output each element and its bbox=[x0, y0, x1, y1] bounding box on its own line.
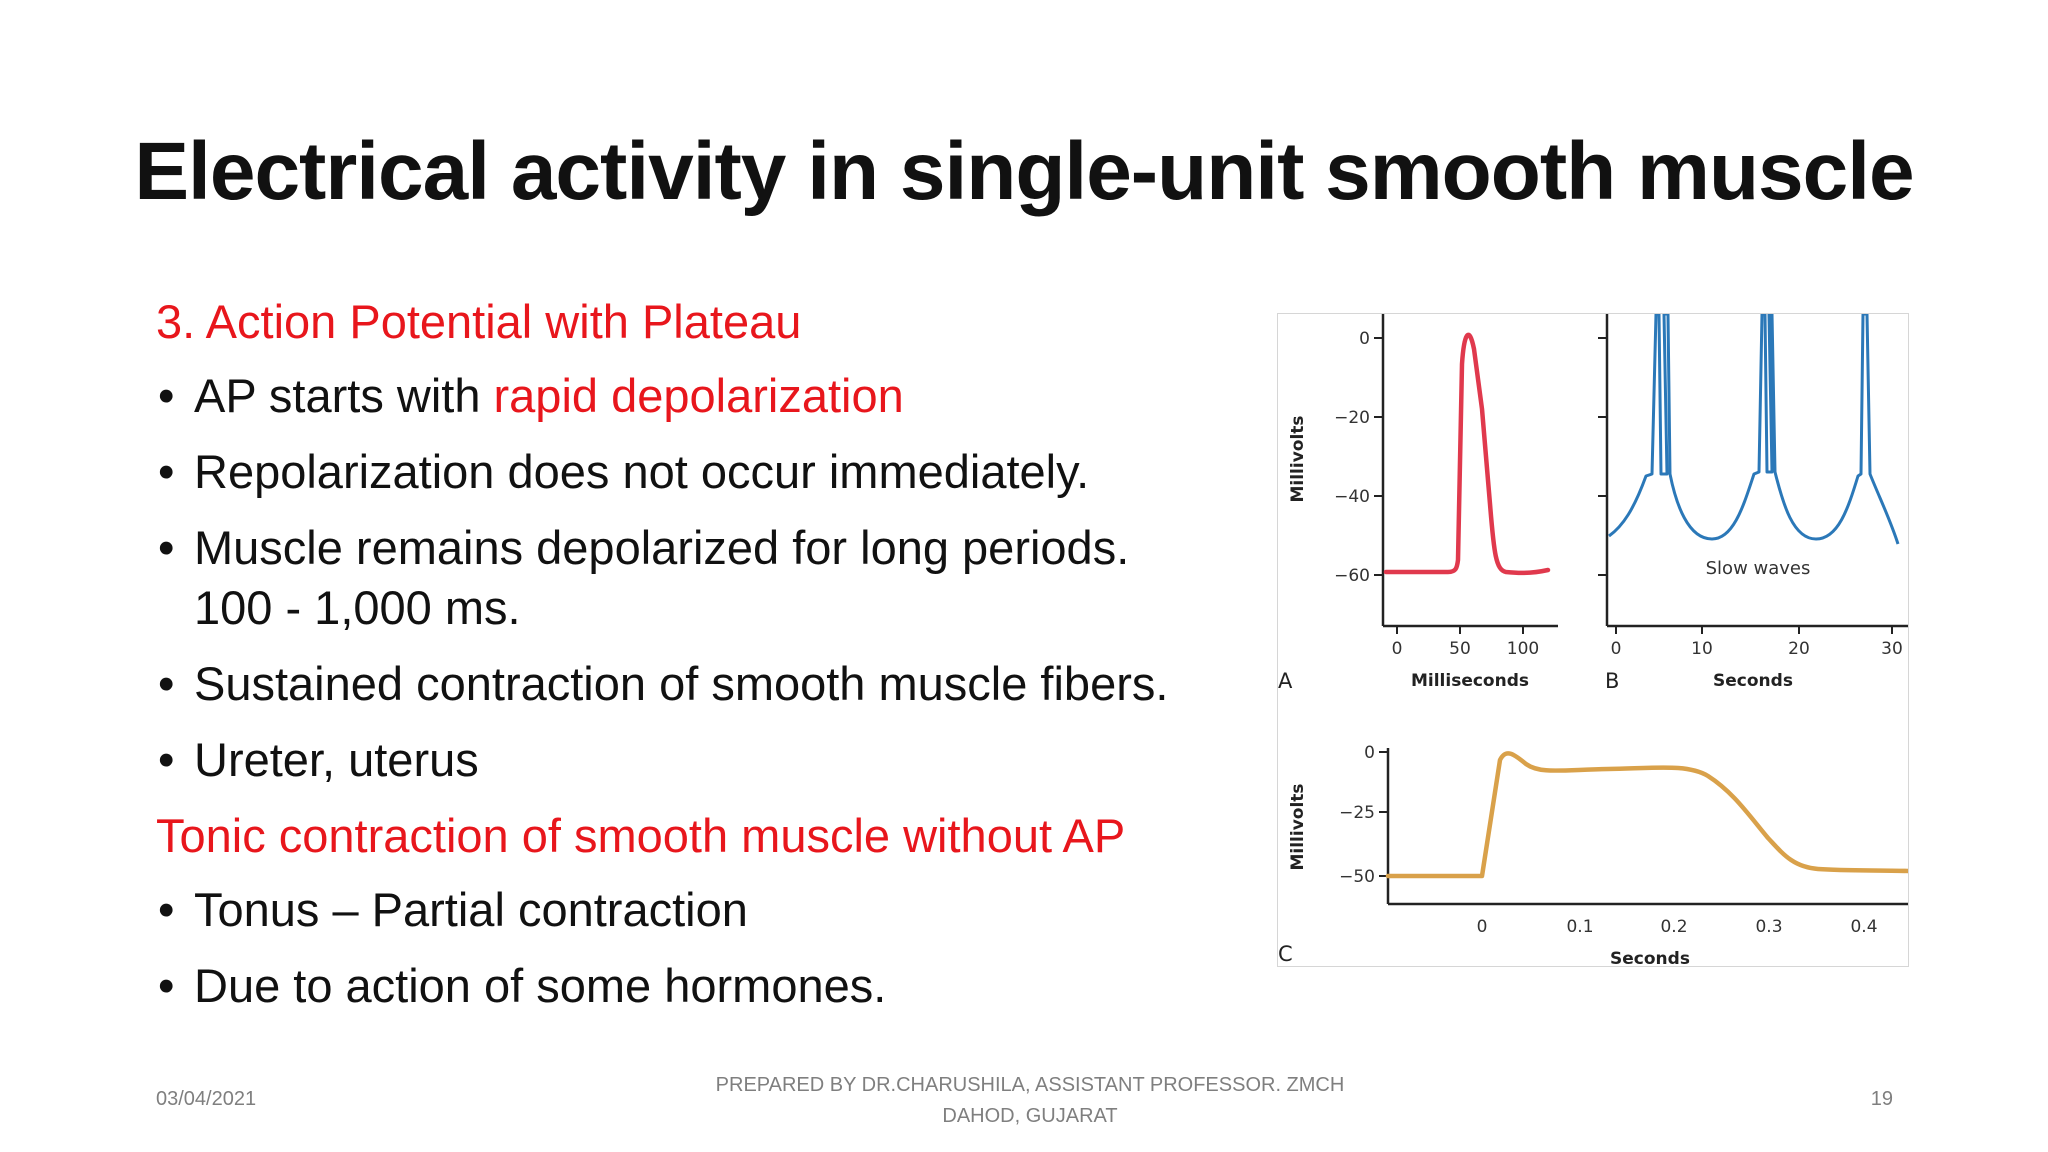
footer-page-number: 19 bbox=[1870, 1088, 1893, 1110]
panel-a-ylabel: Millivolts bbox=[1288, 415, 1308, 502]
panel-a-ytick: 0 bbox=[1359, 329, 1370, 349]
panel-a-letter: A bbox=[1278, 669, 1293, 693]
footer-prepared-line2: DAHOD, GUJARAT bbox=[942, 1105, 1118, 1127]
panel-a-xlabel: Milliseconds bbox=[1411, 671, 1529, 691]
panel-b-xtick: 30 bbox=[1881, 639, 1903, 659]
bullet-text: AP starts with bbox=[194, 369, 494, 422]
panel-b-xtick: 10 bbox=[1691, 639, 1713, 659]
membrane-potential-figure: Millivolts 0 −20 −40 −60 0 50 100 Millis… bbox=[1277, 313, 1909, 967]
panel-a-ytick: −40 bbox=[1334, 487, 1370, 507]
panel-b-xtick: 20 bbox=[1788, 639, 1810, 659]
bullet-text: Due to action of some hormones. bbox=[194, 959, 887, 1012]
bullet-text: Ureter, uterus bbox=[194, 733, 479, 786]
slide-content: 3. Action Potential with Plateau AP star… bbox=[156, 292, 1216, 1032]
panel-c-letter: C bbox=[1278, 942, 1293, 966]
footer-date: 03/04/2021 bbox=[156, 1088, 257, 1110]
panel-c-xtick: 0 bbox=[1477, 917, 1488, 937]
panel-b-letter: B bbox=[1605, 669, 1619, 693]
panel-b-slow-wave-trace bbox=[1608, 314, 1900, 545]
panel-a: Millivolts 0 −20 −40 −60 0 50 100 Millis… bbox=[1278, 314, 1558, 693]
bullet-text: Tonus – Partial contraction bbox=[194, 883, 748, 936]
panel-c: Millivolts 0 −25 −50 0 0.1 0.2 0.3 0.4 S… bbox=[1278, 743, 1908, 966]
panel-c-ylabel: Millivolts bbox=[1288, 783, 1308, 870]
panel-c-xtick: 0.1 bbox=[1566, 917, 1593, 937]
slide-title: Electrical activity in single-unit smoot… bbox=[134, 126, 1914, 217]
slow-waves-annotation: Slow waves bbox=[1706, 558, 1811, 579]
bullet-item: AP starts with rapid depolarization bbox=[156, 366, 1216, 426]
panel-c-tonic-trace bbox=[1385, 751, 1908, 879]
bullet-item: Sustained contraction of smooth muscle f… bbox=[156, 654, 1216, 714]
panel-b: 0 10 20 30 Seconds B Slow waves bbox=[1598, 314, 1908, 693]
panel-b-xlabel: Seconds bbox=[1713, 671, 1793, 691]
panel-c-xtick: 0.2 bbox=[1660, 917, 1687, 937]
panel-b-xtick: 0 bbox=[1611, 639, 1622, 659]
panel-a-action-potential-trace bbox=[1383, 332, 1551, 576]
footer-prepared-line1: PREPARED BY DR.CHARUSHILA, ASSISTANT PRO… bbox=[715, 1074, 1345, 1096]
panel-c-xtick: 0.3 bbox=[1755, 917, 1782, 937]
panel-a-xtick: 50 bbox=[1449, 639, 1471, 659]
panel-a-xtick: 0 bbox=[1392, 639, 1403, 659]
panel-c-ytick: −25 bbox=[1339, 803, 1375, 823]
bullet-item: Ureter, uterus bbox=[156, 730, 1216, 790]
bullet-text-continued: 100 - 1,000 ms. bbox=[194, 581, 521, 634]
footer-prepared-by: PREPARED BY DR.CHARUSHILA, ASSISTANT PRO… bbox=[690, 1070, 1370, 1132]
panel-c-xlabel: Seconds bbox=[1610, 949, 1690, 966]
panel-c-ytick: −50 bbox=[1339, 867, 1375, 887]
panel-c-xtick: 0.4 bbox=[1850, 917, 1877, 937]
panel-c-ytick: 0 bbox=[1364, 743, 1375, 763]
bullet-highlight: rapid depolarization bbox=[493, 369, 904, 422]
panel-a-ytick: −60 bbox=[1334, 566, 1370, 586]
bullet-text: Repolarization does not occur immediatel… bbox=[194, 445, 1090, 498]
panel-a-ytick: −20 bbox=[1334, 408, 1370, 428]
bullet-item: Repolarization does not occur immediatel… bbox=[156, 442, 1216, 502]
bullet-text: Sustained contraction of smooth muscle f… bbox=[194, 657, 1169, 710]
panel-a-xtick: 100 bbox=[1507, 639, 1539, 659]
bullet-item: Due to action of some hormones. bbox=[156, 956, 1216, 1016]
bullet-item: Tonus – Partial contraction bbox=[156, 880, 1216, 940]
bullet-item: Muscle remains depolarized for long peri… bbox=[156, 518, 1216, 638]
section-heading-plateau: 3. Action Potential with Plateau bbox=[156, 295, 802, 348]
section-heading-tonic: Tonic contraction of smooth muscle witho… bbox=[156, 809, 1126, 862]
bullet-text: Muscle remains depolarized for long peri… bbox=[194, 521, 1130, 574]
